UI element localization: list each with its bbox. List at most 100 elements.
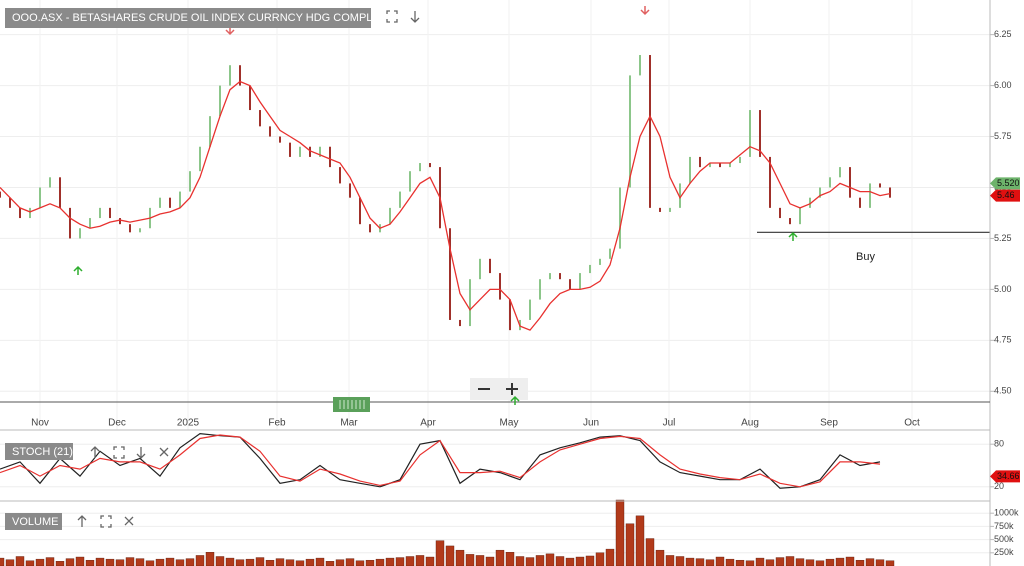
volume-bar <box>765 559 775 566</box>
price-bar <box>549 273 551 280</box>
volume-bar <box>805 559 815 566</box>
price-bar <box>229 65 231 86</box>
panel-title: STOCH (21) <box>12 446 73 458</box>
volume-bar <box>125 557 135 566</box>
volume-bar <box>245 558 255 566</box>
price-bar <box>529 299 531 320</box>
price-bar <box>659 207 661 212</box>
x-tick-label: Apr <box>420 418 436 429</box>
price-bar <box>509 299 511 331</box>
volume-bar <box>855 559 865 566</box>
price-bar <box>579 273 581 290</box>
price-bar <box>329 146 331 168</box>
price-bar <box>729 163 731 168</box>
volume-bar <box>505 552 515 566</box>
volume-bar <box>135 558 145 566</box>
volume-bar <box>55 561 65 566</box>
volume-bar <box>645 538 655 566</box>
volume-bar <box>145 560 155 566</box>
moving-average <box>0 80 891 331</box>
title-box[interactable] <box>5 8 371 28</box>
navigator-thumb[interactable] <box>333 397 370 412</box>
sell-arrow <box>640 6 650 16</box>
volume-bar <box>455 549 465 566</box>
price-bar <box>779 207 781 219</box>
navigator-grip <box>339 400 365 409</box>
volume-bar <box>295 560 305 566</box>
price-bar <box>479 258 481 280</box>
volume-bar <box>815 560 825 566</box>
volume-bar <box>155 558 165 566</box>
volume-bar <box>885 560 895 566</box>
price-bar <box>469 279 471 327</box>
move-down-icon[interactable] <box>136 447 146 459</box>
price-bar <box>89 218 91 229</box>
x-tick-label: Jul <box>663 418 676 429</box>
volume-bar <box>485 556 495 566</box>
price-bar <box>799 207 801 225</box>
x-tick-label: Oct <box>904 418 920 429</box>
volume-bar <box>385 557 395 566</box>
price-bar <box>359 197 361 225</box>
x-tick-label: Dec <box>108 418 126 429</box>
price-bar <box>289 142 291 157</box>
x-tick-label: May <box>500 418 519 429</box>
price-bar <box>299 146 301 157</box>
price-bar <box>109 207 111 219</box>
price-bar <box>449 228 451 320</box>
price-bar <box>19 207 21 219</box>
title-box[interactable] <box>5 443 73 460</box>
price-bar <box>719 163 721 168</box>
zoom-box <box>470 378 528 400</box>
price-bar <box>339 167 341 184</box>
price-bar <box>279 136 281 143</box>
fullscreen-icon[interactable] <box>386 10 398 23</box>
y-tick-label: 4.50 <box>994 386 1012 396</box>
volume-bar <box>735 559 745 566</box>
volume-bar <box>105 558 115 566</box>
price-bar <box>119 218 121 225</box>
price-tags: 5.520 5.46 34.66 <box>990 177 1020 483</box>
price-tag <box>990 177 1020 190</box>
price-bar <box>489 258 491 274</box>
x-tick-label: 2025 <box>177 418 200 429</box>
volume-bar <box>0 557 5 566</box>
annotation: Buy <box>856 251 875 263</box>
close-icon[interactable] <box>124 516 134 526</box>
price-tag <box>990 189 1020 202</box>
zoom-in[interactable] <box>506 383 518 395</box>
x-tick-label: Mar <box>340 418 358 429</box>
price-bar <box>99 207 101 219</box>
volume-bar <box>795 558 805 566</box>
x-tick-label: Feb <box>268 418 286 429</box>
fullscreen-icon[interactable] <box>113 446 125 459</box>
y-tick-label: 4.75 <box>994 335 1012 345</box>
volume-bar <box>425 556 435 566</box>
volume-bar <box>745 560 755 566</box>
volume-bar <box>205 552 215 566</box>
fullscreen-icon[interactable] <box>100 515 112 528</box>
volume-bar <box>435 540 445 566</box>
volume-bar <box>585 555 595 566</box>
price-bar <box>29 207 31 219</box>
price-bar <box>809 197 811 208</box>
volume-bar <box>165 557 175 566</box>
panel-title: VOLUME <box>12 516 58 528</box>
price-bar <box>859 197 861 208</box>
price-bar <box>59 177 61 208</box>
volume-bar <box>65 558 75 566</box>
y-tick-label: 80 <box>994 439 1004 449</box>
volume-bar <box>525 557 535 566</box>
volume-bar <box>785 556 795 566</box>
price-bar <box>0 191 1 198</box>
title-box[interactable] <box>5 513 62 530</box>
y-tick-label: 20 <box>994 481 1004 491</box>
chart-title: OOO.ASX - BETASHARES CRUDE OIL INDEX CUR… <box>12 12 411 24</box>
close-icon[interactable] <box>159 447 169 457</box>
move-up-icon[interactable] <box>77 515 87 527</box>
volume-bar <box>565 557 575 566</box>
download-icon[interactable] <box>410 11 420 23</box>
price-tag <box>990 470 1020 483</box>
volume-bar <box>495 549 505 566</box>
move-up-icon[interactable] <box>90 446 100 458</box>
